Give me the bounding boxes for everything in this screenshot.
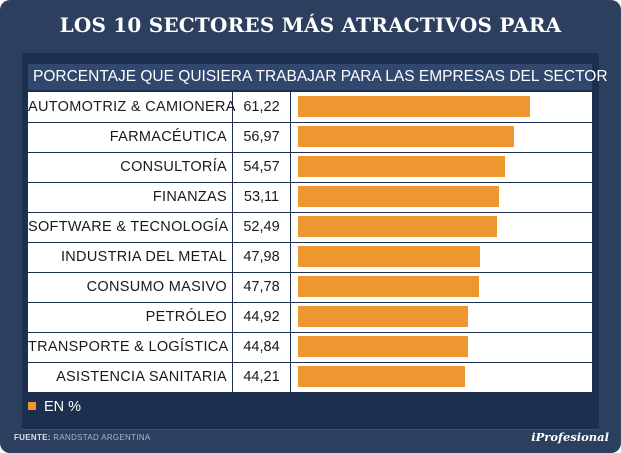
row-divider [28,212,592,213]
value-label: 54,57 [243,159,280,175]
category-label: TRANSPORTE & LOGÍSTICA [28,339,229,355]
row-divider [28,152,592,153]
category-label: FARMACÉUTICA [109,129,227,145]
value-label: 47,98 [243,249,280,265]
value-label: 56,97 [243,129,280,145]
row-divider [28,362,592,363]
bar [298,306,468,327]
legend: EN % [28,398,81,416]
category-label: SOFTWARE & TECNOLOGÍA [28,219,229,235]
bar [298,96,530,117]
bar [298,186,499,207]
category-label: AUTOMOTRIZ & CAMIONERA [28,99,236,115]
category-label: FINANZAS [152,189,227,205]
category-label: ASISTENCIA SANITARIA [56,369,227,385]
bar [298,366,465,387]
row-divider [28,272,592,273]
category-label: CONSULTORÍA [120,159,227,175]
legend-label: EN % [44,399,82,415]
value-label: 44,92 [243,309,280,325]
source-text: RANDSTAD ARGENTINA [53,433,151,442]
value-label: 53,11 [243,189,280,205]
value-label: 44,84 [243,339,280,355]
bar [298,126,514,147]
chart-subtitle: PORCENTAJE QUE QUISIERA TRABAJAR PARA LA… [28,64,608,90]
row-divider [28,302,592,303]
bar [298,336,468,357]
row-divider [28,332,592,333]
row-divider [28,122,592,123]
category-label: CONSUMO MASIVO [86,279,227,295]
value-label: 61,22 [243,99,280,115]
legend-swatch [28,402,36,410]
value-label: 52,49 [243,219,280,235]
chart-title: LOS 10 SECTORES MÁS ATRACTIVOS PARA TRAB… [59,13,562,87]
bar [298,276,479,297]
footer-divider [22,429,599,430]
row-divider [28,242,592,243]
row-divider [28,182,592,183]
category-label: INDUSTRIA DEL METAL [60,249,227,265]
source-prefix: FUENTE: [14,433,51,442]
category-label: PETRÓLEO [145,309,227,325]
value-label: 47,78 [243,279,280,295]
value-label: 44,21 [243,369,280,385]
bar [298,216,497,237]
bar [298,156,505,177]
source-note: FUENTE: RANDSTAD ARGENTINA [14,433,151,442]
brand-logo: iProfesional [531,430,609,444]
bar [298,246,480,267]
